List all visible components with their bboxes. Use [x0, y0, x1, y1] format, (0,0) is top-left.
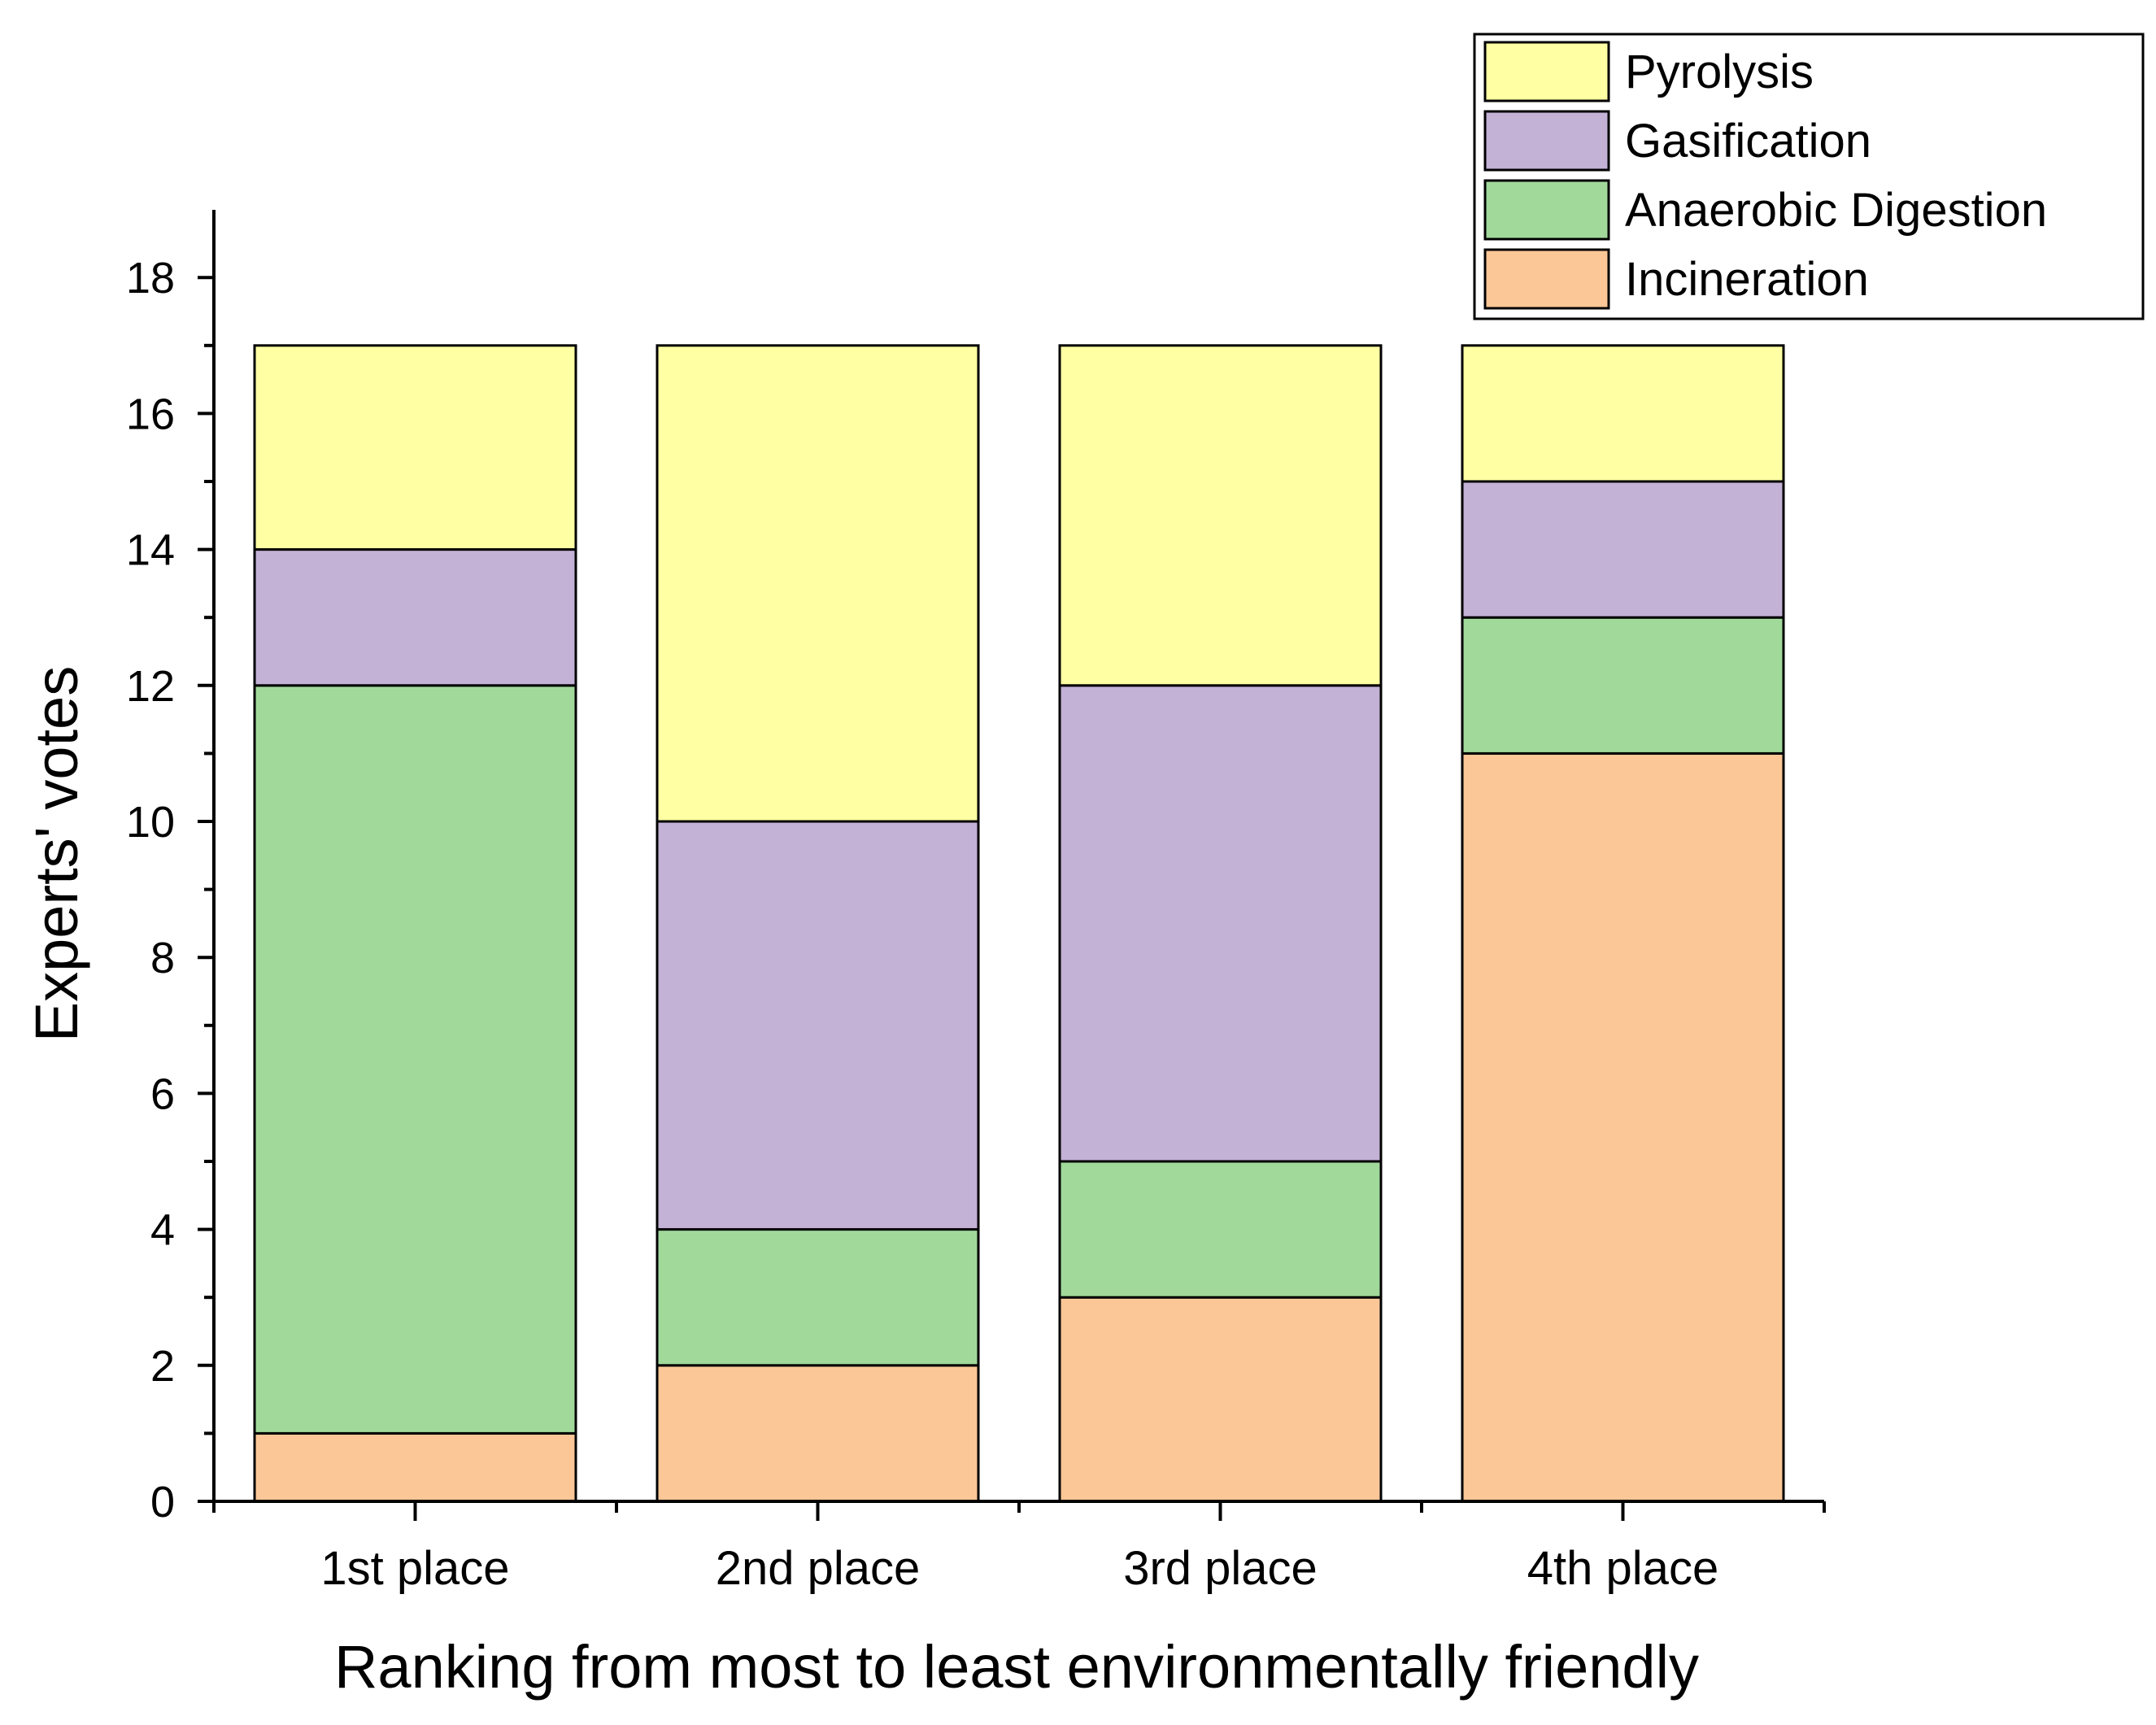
bar-segment-gasification	[253, 548, 577, 687]
legend-label: Incineration	[1625, 253, 1869, 306]
legend-swatch	[1483, 179, 1610, 241]
bar-segment-pyrolysis	[253, 344, 577, 551]
y-axis-title: Experts' votes	[23, 666, 90, 1042]
y-tick-label: 0	[150, 1478, 175, 1527]
bar-segment-incineration	[656, 1364, 980, 1503]
legend-swatch	[1483, 248, 1610, 310]
legend-label: Pyrolysis	[1625, 46, 1814, 98]
legend-swatch	[1483, 41, 1610, 102]
bar-segment-gasification	[1058, 684, 1383, 1163]
legend-swatch	[1483, 110, 1610, 172]
bar-segment-anaerobic-digestion	[253, 684, 577, 1435]
x-tick-label: 2nd place	[716, 1542, 921, 1595]
bar-segment-anaerobic-digestion	[656, 1228, 980, 1367]
x-tick-label: 4th place	[1527, 1542, 1718, 1595]
y-tick-label: 18	[126, 254, 175, 303]
bar-segment-pyrolysis	[656, 344, 980, 823]
bar-segment-pyrolysis	[1058, 344, 1383, 687]
legend: Pyrolysis Gasification Anaerobic Digestion…	[1473, 33, 2145, 320]
y-tick-label: 10	[126, 798, 175, 847]
y-tick-label: 12	[126, 662, 175, 711]
y-tick-label: 2	[150, 1342, 175, 1391]
bar-segment-incineration	[1058, 1296, 1383, 1503]
x-tick-label: 1st place	[320, 1542, 509, 1595]
x-tick-label: 3rd place	[1123, 1542, 1318, 1595]
bar-segment-incineration	[1461, 751, 1785, 1503]
x-axis: 1st place 2nd place 3rd place 4th place	[212, 1500, 1826, 1595]
bar-segment-incineration	[253, 1431, 577, 1503]
y-tick-label: 6	[150, 1069, 175, 1118]
bar-segment-anaerobic-digestion	[1461, 616, 1785, 755]
y-tick-label: 16	[126, 390, 175, 438]
bar-segment-anaerobic-digestion	[1058, 1160, 1383, 1299]
y-tick-label: 4	[150, 1206, 175, 1255]
legend-label: Anaerobic Digestion	[1625, 184, 2047, 237]
legend-label: Gasification	[1625, 115, 1871, 168]
bars-group	[253, 344, 1785, 1503]
bar-segment-gasification	[1461, 480, 1785, 619]
bar-segment-gasification	[656, 820, 980, 1231]
y-axis: 0 2 4 6 8 10 12 14 16 18	[126, 210, 216, 1527]
x-axis-title: Ranking from most to least environmental…	[334, 1633, 1699, 1701]
bar-segment-pyrolysis	[1461, 344, 1785, 483]
y-tick-label: 8	[150, 934, 175, 982]
y-tick-label: 14	[126, 526, 175, 575]
